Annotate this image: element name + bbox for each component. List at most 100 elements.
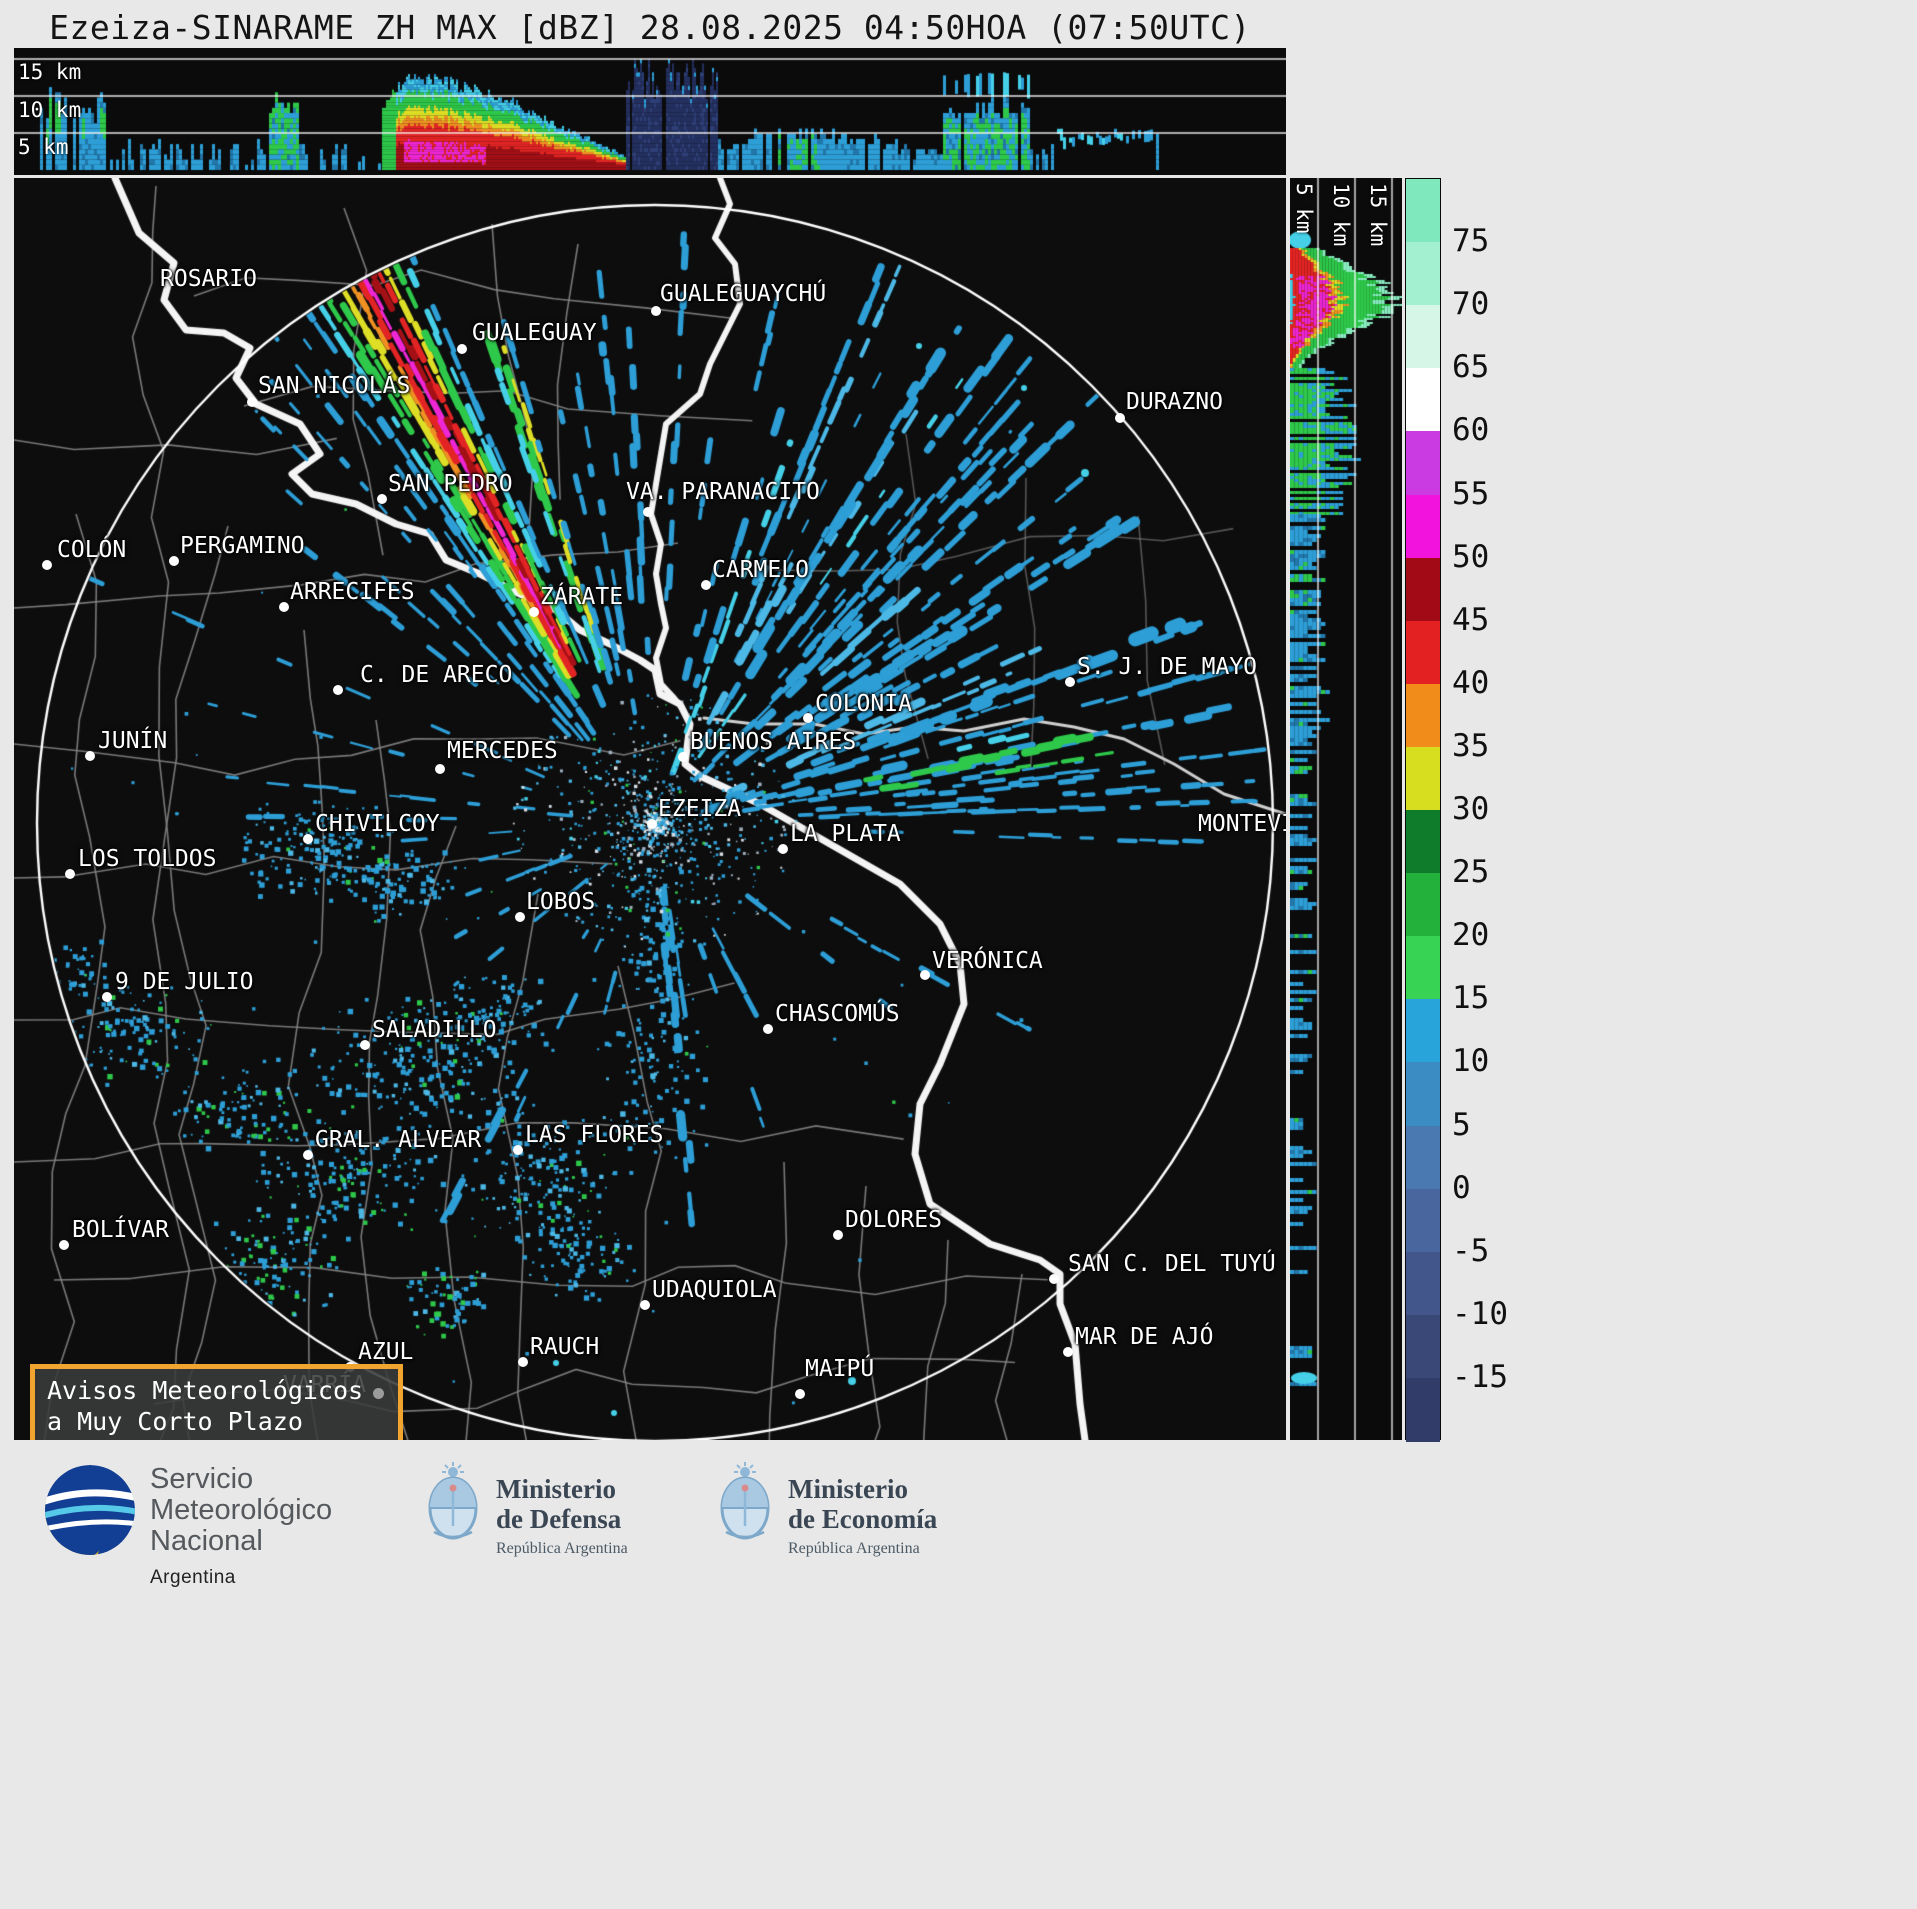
ministerio-economia: Ministerio de Economía República Argenti…: [788, 1474, 937, 1558]
city-dot: [529, 607, 539, 617]
warning-line1: Avisos Meteorológicos: [47, 1376, 364, 1405]
colorbar-band: [1406, 1062, 1440, 1127]
page-title: Ezeiza-SINARAME ZH MAX [dBZ] 28.08.2025 …: [49, 8, 1251, 47]
colorbar-tick: -15: [1452, 1358, 1508, 1395]
warning-line2: a Muy Corto Plazo: [47, 1406, 303, 1436]
colorbar-tick: 15: [1452, 980, 1490, 1017]
city-label: COLÓN: [57, 537, 127, 563]
colorbar-tick: 55: [1452, 475, 1490, 512]
city-label: DOLORES: [845, 1207, 942, 1233]
altitude-label-top-5km: 5 km: [18, 135, 69, 159]
city-dot: [920, 970, 930, 980]
cross-section-top-canvas: [14, 48, 1286, 175]
colorbar-tick: -10: [1452, 1295, 1508, 1332]
cross-section-top-panel: 15 km 10 km 5 km: [14, 48, 1286, 175]
footer: Servicio Meteorológico Nacional Argentin…: [0, 1448, 1917, 1909]
city-label: AZUL: [358, 1339, 414, 1365]
colorbar-tick: 70: [1452, 286, 1490, 323]
altitude-label-right-5km: 5 km: [1292, 183, 1316, 234]
colorbar-band: [1406, 1377, 1440, 1442]
city-dot: [651, 306, 661, 316]
colorbar-band: [1406, 305, 1440, 369]
warning-bullet-dot: [373, 1388, 385, 1399]
city-dot: [803, 713, 813, 723]
colorbar-tick: 10: [1452, 1043, 1490, 1080]
city-label: VERÓNICA: [932, 948, 1043, 974]
city-dot: [763, 1024, 773, 1034]
city-label: RAUCH: [530, 1334, 600, 1360]
economia-coat-of-arms-icon: [720, 1462, 770, 1540]
colorbar-band: [1406, 1251, 1440, 1316]
altitude-label-right-15km: 15 km: [1366, 183, 1390, 247]
city-label: C. DE ARECO: [360, 662, 513, 688]
colorbar-band: [1406, 873, 1440, 937]
city-label: LOBOS: [526, 889, 596, 915]
colorbar-band: [1406, 431, 1440, 496]
city-dot: [377, 494, 387, 504]
radar-map-canvas: [14, 178, 1286, 1440]
city-dot: [303, 834, 313, 844]
city-label: CARMELO: [712, 557, 809, 583]
city-dot: [1115, 413, 1125, 423]
city-dot: [1063, 1347, 1073, 1357]
colorbar-band: [1406, 557, 1440, 622]
colorbar-band: [1406, 1125, 1440, 1190]
city-dot: [515, 912, 525, 922]
economia-line3: República Argentina: [788, 1540, 920, 1557]
colorbar-tick: 50: [1452, 538, 1490, 575]
economia-line2: de Economía: [788, 1504, 938, 1534]
city-label: DURAZNO: [1126, 389, 1223, 415]
colorbar-tick: 20: [1452, 917, 1490, 954]
defensa-line2: de Defensa: [496, 1504, 622, 1534]
city-label: SALADILLO: [372, 1017, 497, 1043]
city-label: UDAQUIOLA: [652, 1277, 777, 1303]
economia-line1: Ministerio: [788, 1474, 908, 1504]
city-dot: [833, 1230, 843, 1240]
altitude-label-top-10km: 10 km: [18, 98, 82, 122]
city-label: MONTEVIDEO: [1198, 811, 1286, 837]
smn-logo: [45, 1465, 135, 1555]
city-dot: [42, 560, 52, 570]
colorbar-band: [1406, 746, 1440, 811]
city-label: LOS TOLDOS: [78, 846, 217, 872]
city-label: GUALEGUAYCHÚ: [660, 281, 827, 307]
smn-name: Servicio Meteorológico Nacional Argentin…: [150, 1464, 332, 1593]
colorbar-band: [1406, 494, 1440, 559]
colorbar-band: [1406, 242, 1440, 306]
colorbar-band: [1406, 620, 1440, 685]
colorbar-tick: 35: [1452, 727, 1490, 764]
city-dot: [678, 752, 688, 762]
colorbar-band: [1406, 179, 1440, 243]
city-dot: [333, 685, 343, 695]
city-label: GUALEGUAY: [472, 320, 597, 346]
smn-line2: Meteorológico: [150, 1494, 333, 1526]
smn-line1: Servicio: [150, 1463, 254, 1495]
smn-line3: Nacional: [150, 1525, 263, 1557]
smn-country: Argentina: [150, 1567, 236, 1588]
city-dot: [1049, 1274, 1059, 1284]
altitude-label-right-10km: 10 km: [1329, 183, 1353, 247]
city-dot: [640, 1300, 650, 1310]
colorbar-band: [1406, 1314, 1440, 1379]
city-label: MAR DE AJÓ: [1075, 1324, 1214, 1350]
city-label: SAN NICOLÁS: [258, 373, 411, 399]
radar-map-panel: ROSARIO GUALEGUAYCHÚ GUALEGUAY SAN NICOLÁS D…: [14, 178, 1286, 1440]
colorbar-tick: 25: [1452, 854, 1490, 891]
colorbar-tick: 40: [1452, 664, 1490, 701]
city-label: 9 DE JULIO: [115, 969, 254, 995]
city-dot: [643, 507, 653, 517]
city-dot: [518, 1357, 528, 1367]
city-dot: [85, 751, 95, 761]
cross-section-right-canvas: [1290, 178, 1402, 1440]
city-label: EZEIZA: [658, 796, 742, 822]
city-dot: [795, 1389, 805, 1399]
defensa-line3: República Argentina: [496, 1540, 628, 1557]
city-dot: [59, 1240, 69, 1250]
colorbar-tick: 75: [1452, 223, 1490, 260]
colorbar-band: [1406, 368, 1440, 432]
city-dot: [1065, 677, 1075, 687]
city-label: PERGAMINO: [180, 533, 305, 559]
city-label: SAN PEDRO: [388, 471, 513, 497]
city-label: ZÁRATE: [540, 584, 624, 610]
